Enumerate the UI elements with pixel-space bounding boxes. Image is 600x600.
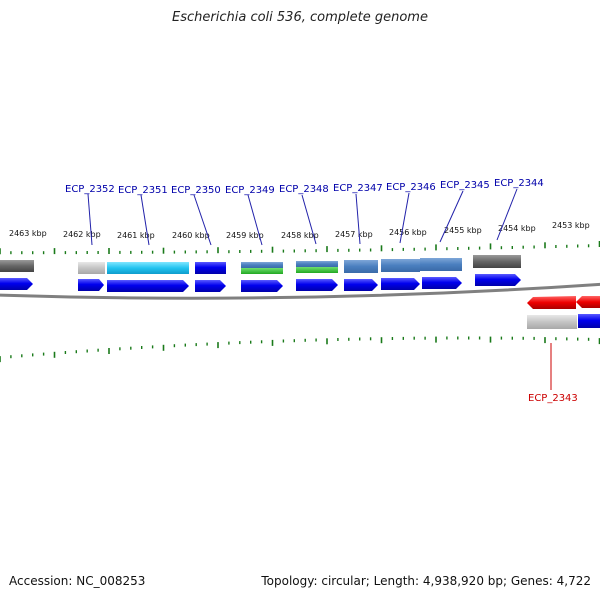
feature-bar[interactable] (107, 262, 189, 274)
cds-arrow[interactable] (78, 279, 104, 291)
kbp-label-2454: 2454 kbp (498, 224, 536, 233)
kbp-label-2461: 2461 kbp (117, 231, 155, 240)
cds-arrow[interactable] (344, 279, 378, 291)
gene-label[interactable]: ECP_2350 (171, 185, 221, 196)
label-leader-lines (87, 188, 518, 246)
kbp-label-2458: 2458 kbp (281, 231, 319, 240)
gene-label[interactable]: ECP_2346 (386, 182, 436, 193)
cds-arrow-reverse[interactable] (576, 296, 600, 308)
leader-line (247, 194, 263, 246)
feature-bar[interactable] (578, 314, 600, 328)
outer-tick-row (0, 241, 600, 255)
leader-line (355, 193, 361, 245)
cds-arrow[interactable] (241, 280, 283, 292)
kbp-label-2463: 2463 kbp (9, 229, 47, 238)
reverse-cds-track (527, 296, 600, 329)
map-title: Escherichia coli 536, complete genome (172, 10, 428, 25)
leader-line (496, 188, 518, 241)
feature-bar[interactable] (473, 255, 521, 268)
topology-text: Topology: circular; Length: 4,938,920 bp… (261, 574, 591, 588)
feature-bar[interactable] (195, 262, 226, 274)
cds-arrow-reverse[interactable] (527, 296, 576, 309)
kbp-labels: 2463 kbp 2462 kbp 2461 kbp 2460 kbp 2459… (9, 221, 590, 240)
forward-feature-track (0, 255, 521, 274)
feature-bar[interactable] (420, 258, 462, 271)
leader-line (87, 193, 93, 246)
feature-bar[interactable] (344, 260, 378, 273)
kbp-label-2453: 2453 kbp (552, 221, 590, 230)
feature-bar[interactable] (78, 262, 105, 274)
accession-text: Accession: NC_008253 (9, 574, 146, 588)
kbp-label-2455: 2455 kbp (444, 226, 482, 235)
kbp-label-2462: 2462 kbp (63, 230, 101, 239)
gene-label[interactable]: ECP_2344 (494, 178, 544, 189)
kbp-label-2457: 2457 kbp (335, 230, 373, 239)
kbp-label-2459: 2459 kbp (226, 231, 264, 240)
genome-backbone (0, 282, 600, 300)
feature-bar[interactable] (241, 268, 283, 274)
cds-arrow[interactable] (195, 280, 226, 292)
inner-tick-row (0, 336, 600, 363)
leader-line (193, 194, 212, 246)
gene-labels: ECP_2352 ECP_2351 ECP_2350 ECP_2349 ECP_… (65, 178, 578, 404)
feature-bar[interactable] (241, 262, 283, 268)
gene-label[interactable]: ECP_2351 (118, 185, 168, 196)
kbp-label-2460: 2460 kbp (172, 231, 210, 240)
feature-bar[interactable] (527, 315, 577, 329)
gene-label[interactable]: ECP_2345 (440, 180, 490, 191)
gene-label[interactable]: ECP_2352 (65, 184, 115, 195)
leader-line (140, 194, 150, 246)
gene-label[interactable]: ECP_2349 (225, 185, 275, 196)
gene-label-reverse[interactable]: ECP_2343 (528, 393, 578, 404)
cds-arrow[interactable] (381, 278, 420, 290)
feature-bar[interactable] (296, 261, 338, 267)
leader-line (439, 190, 464, 243)
forward-cds-track (0, 274, 521, 292)
leader-line (399, 192, 410, 244)
cds-arrow[interactable] (296, 279, 338, 291)
cds-arrow[interactable] (107, 280, 189, 292)
leader-line (301, 194, 317, 245)
cds-arrow[interactable] (422, 277, 462, 289)
cds-arrow[interactable] (0, 278, 33, 290)
feature-bar[interactable] (0, 260, 34, 272)
cds-arrow[interactable] (475, 274, 521, 286)
gene-label[interactable]: ECP_2347 (333, 183, 383, 194)
kbp-label-2456: 2456 kbp (389, 228, 427, 237)
feature-bar[interactable] (381, 259, 420, 272)
feature-bar[interactable] (296, 267, 338, 273)
gene-label[interactable]: ECP_2348 (279, 184, 329, 195)
